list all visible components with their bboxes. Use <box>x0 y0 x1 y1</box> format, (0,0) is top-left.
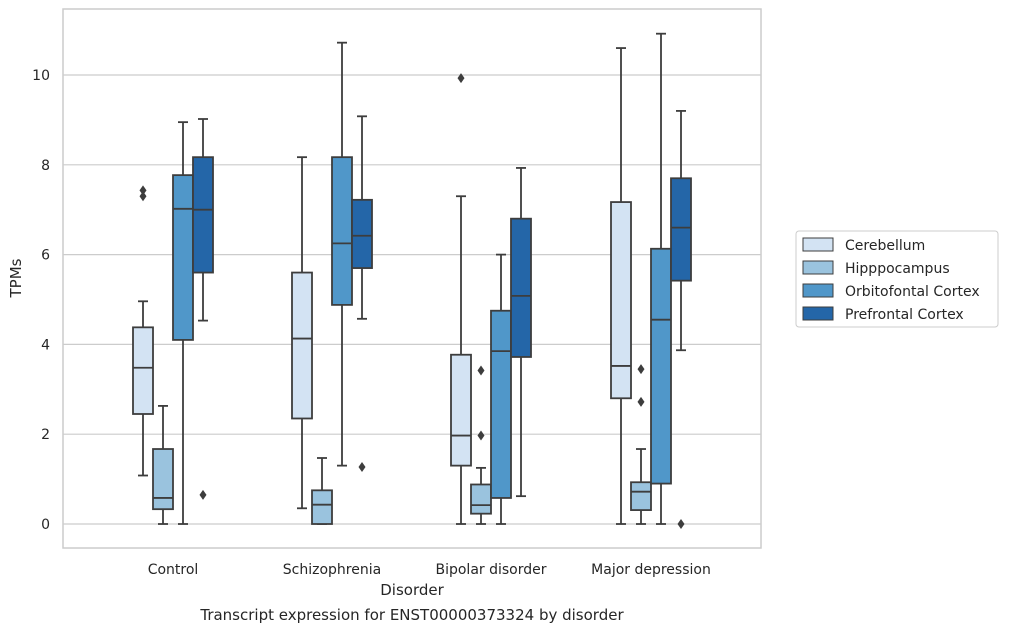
box-cerebellum <box>610 47 632 525</box>
box-hipppocampus <box>470 365 492 525</box>
iqr-box <box>152 448 174 511</box>
iqr-box <box>132 326 154 415</box>
outlier-point <box>477 365 485 376</box>
legend: Cerebellum Hipppocampus Orbitofontal Corte… <box>795 230 999 328</box>
outlier-point <box>637 364 645 375</box>
iqr-box <box>470 483 492 515</box>
iqr-box <box>490 309 512 499</box>
outlier-point <box>358 461 366 472</box>
box-cerebellum <box>291 156 313 510</box>
y-tick-label: 8 <box>41 158 50 174</box>
x-axis-label: Disorder <box>380 581 444 599</box>
iqr-box <box>172 174 194 341</box>
iqr-box <box>331 156 353 306</box>
x-tick-label: Control <box>148 562 199 578</box>
y-tick-label: 0 <box>41 517 50 533</box>
outlier-point <box>477 430 485 441</box>
iqr-box <box>291 271 313 420</box>
legend-swatch <box>802 237 834 252</box>
figure-caption: Transcript expression for ENST0000037332… <box>200 606 624 624</box>
legend-label: Prefrontal Cortex <box>845 307 964 323</box>
outlier-point <box>139 191 147 202</box>
box-orbitofontal-cortex <box>650 32 672 525</box>
box-hipppocampus <box>311 457 333 525</box>
box-cerebellum <box>450 73 472 525</box>
box-series <box>132 32 692 529</box>
box-hipppocampus <box>630 364 652 525</box>
y-tick-label: 4 <box>41 337 50 353</box>
box-hipppocampus <box>152 405 174 525</box>
outlier-point <box>677 519 685 529</box>
legend-label: Hipppocampus <box>845 261 950 277</box>
iqr-box <box>610 201 632 400</box>
outlier-point <box>457 73 465 84</box>
iqr-box <box>351 198 373 269</box>
legend-label: Orbitofontal Cortex <box>845 284 980 300</box>
legend-swatch <box>802 260 834 275</box>
y-tick-labels: 0 2 4 6 8 10 <box>32 68 50 533</box>
y-tick-label: 10 <box>32 68 50 84</box>
x-tick-label: Bipolar disorder <box>435 562 546 578</box>
box-prefrontal-cortex <box>510 167 532 498</box>
outlier-point <box>637 396 645 407</box>
box-orbitofontal-cortex <box>490 253 512 525</box>
y-axis-label: TPMs <box>7 258 25 298</box>
y-tick-label: 6 <box>41 248 50 264</box>
legend-swatch <box>802 306 834 321</box>
box-prefrontal-cortex <box>670 110 692 529</box>
plot-area-frame <box>62 8 762 549</box>
iqr-box <box>192 156 214 274</box>
box-cerebellum <box>132 185 154 477</box>
box-orbitofontal-cortex <box>331 41 353 467</box>
iqr-box <box>630 481 652 511</box>
y-tick-label: 2 <box>41 427 50 443</box>
iqr-box <box>311 489 333 525</box>
outlier-point <box>139 185 147 196</box>
outlier-point <box>199 489 207 500</box>
legend-frame <box>795 230 999 328</box>
box-orbitofontal-cortex <box>172 121 194 525</box>
x-tick-label: Major depression <box>591 562 711 578</box>
box-prefrontal-cortex <box>192 118 214 500</box>
x-tick-labels: Control Schizophrenia Bipolar disorder Majo… <box>148 562 711 578</box>
iqr-box <box>670 177 692 282</box>
iqr-box <box>450 353 472 467</box>
iqr-box <box>650 247 672 485</box>
legend-swatch <box>802 283 834 298</box>
box-prefrontal-cortex <box>351 115 373 472</box>
x-tick-label: Schizophrenia <box>283 562 381 578</box>
legend-label: Cerebellum <box>845 238 925 254</box>
iqr-box <box>510 217 532 358</box>
